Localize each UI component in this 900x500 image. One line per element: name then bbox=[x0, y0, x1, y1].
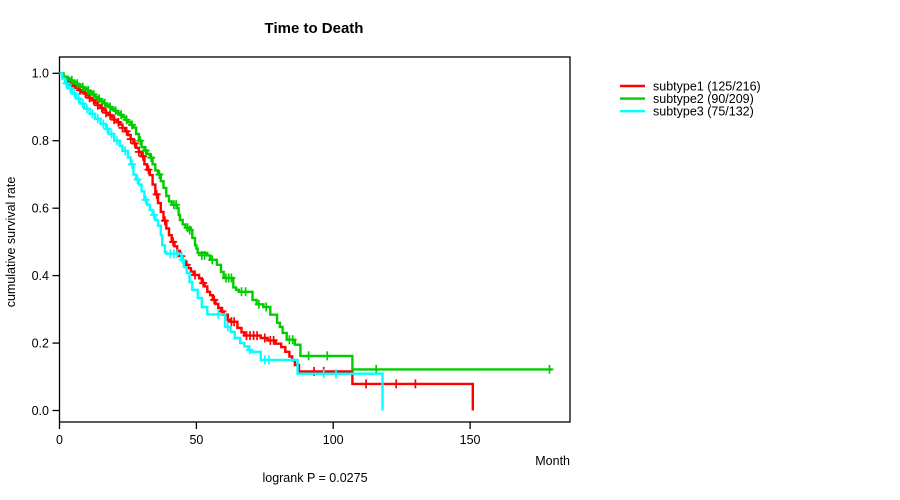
y-tick-label: 0.8 bbox=[32, 134, 49, 148]
logrank-annotation: logrank P = 0.0275 bbox=[262, 471, 367, 485]
x-tick-label: 50 bbox=[189, 433, 203, 447]
censor-marks-subtype3 bbox=[62, 78, 340, 379]
survival-curve-subtype3 bbox=[59, 72, 384, 411]
y-tick-label: 0.0 bbox=[32, 404, 49, 418]
axes-layer: 1.0 0.8 0.6 0.4 0.2 0.0 0 50 100 150 bbox=[32, 56, 571, 447]
x-axis-label: Month bbox=[535, 454, 570, 468]
legend-label-subtype1: subtype1 (125/216) bbox=[653, 79, 761, 93]
y-tick-label: 0.4 bbox=[32, 269, 49, 283]
y-tick-label: 0.2 bbox=[32, 336, 49, 350]
y-axis-label: cumulative survival rate bbox=[4, 177, 18, 308]
plot-box bbox=[58, 56, 571, 423]
x-tick-label: 0 bbox=[56, 433, 63, 447]
x-tick-label: 100 bbox=[323, 433, 344, 447]
y-tick-label: 1.0 bbox=[32, 67, 49, 81]
chart-title: Time to Death bbox=[265, 20, 364, 37]
x-tick-label: 150 bbox=[460, 433, 481, 447]
legend-label-subtype3: subtype3 (75/132) bbox=[653, 105, 754, 119]
legend: subtype1 (125/216)subtype2 (90/209)subty… bbox=[620, 79, 761, 119]
survival-curves-layer bbox=[59, 72, 554, 411]
y-tick-label: 0.6 bbox=[32, 202, 49, 216]
legend-label-subtype2: subtype2 (90/209) bbox=[653, 92, 754, 106]
survival-curve-subtype2 bbox=[59, 72, 553, 371]
censor-marks-subtype2 bbox=[67, 75, 554, 374]
censor-marks-subtype1 bbox=[65, 76, 420, 389]
